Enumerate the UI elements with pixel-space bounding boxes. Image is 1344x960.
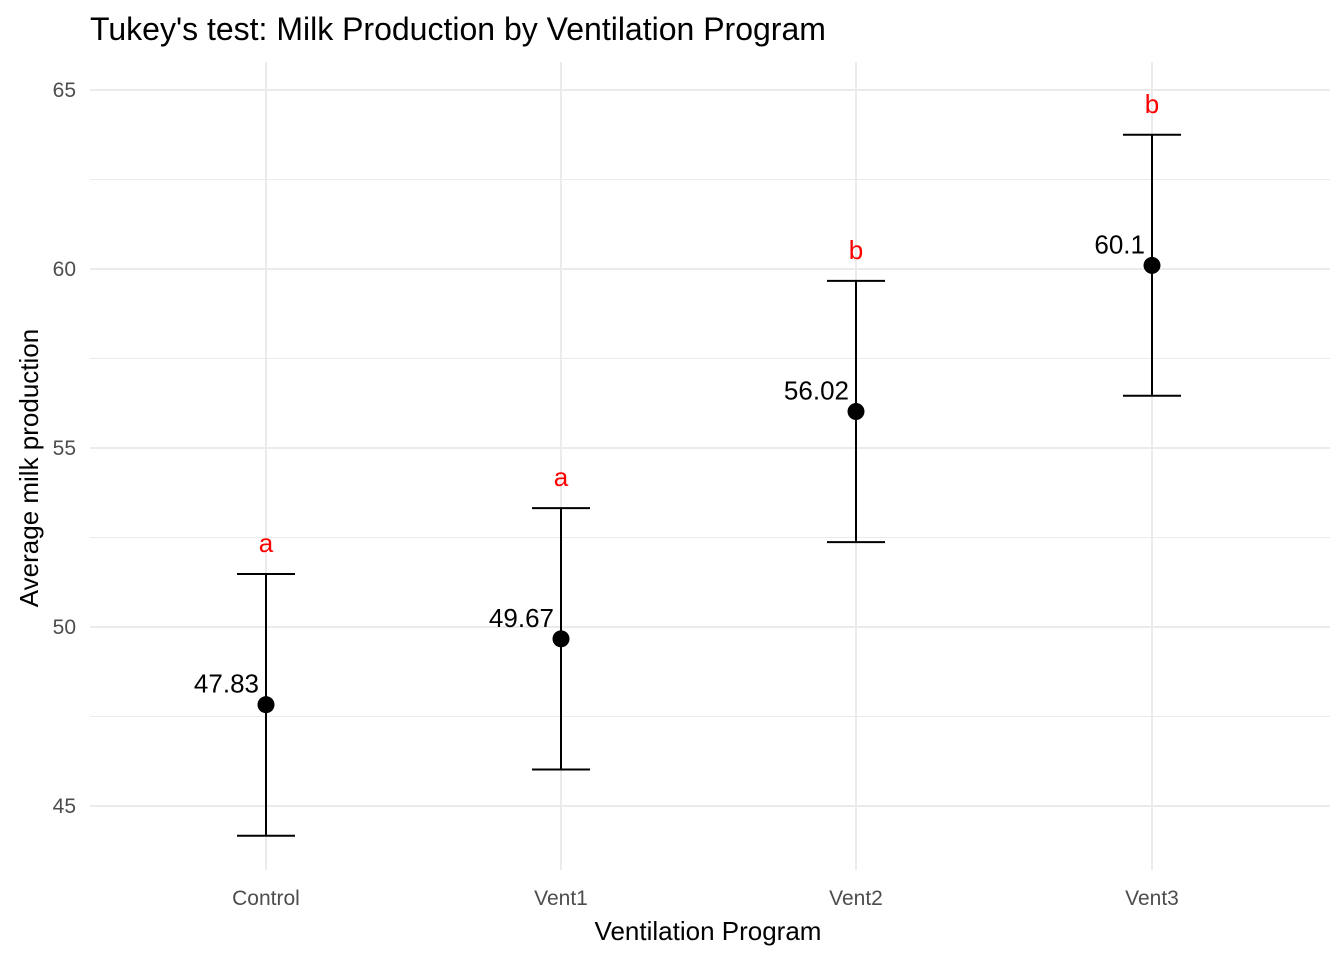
mean-point bbox=[1143, 256, 1161, 274]
y-axis-title: Average milk production bbox=[14, 329, 44, 607]
y-tick-label: 60 bbox=[53, 258, 76, 281]
chart-title: Tukey's test: Milk Production by Ventila… bbox=[90, 11, 826, 47]
mean-value-label: 49.67 bbox=[489, 603, 554, 633]
x-tick-label: Vent2 bbox=[829, 887, 883, 910]
x-tick-label: Vent1 bbox=[534, 887, 588, 910]
mean-point bbox=[552, 630, 570, 648]
y-tick-label: 65 bbox=[53, 79, 76, 102]
mean-value-label: 47.83 bbox=[194, 669, 259, 699]
y-tick-label: 50 bbox=[53, 616, 76, 639]
mean-value-label: 60.1 bbox=[1094, 229, 1145, 259]
y-tick-label: 45 bbox=[53, 795, 76, 818]
chart-marks: 47.83 a 49.67 a 56.02 b 60.1 b bbox=[194, 89, 1181, 837]
x-axis-title: Ventilation Program bbox=[595, 916, 822, 946]
tick-labels: 45 50 55 60 65 Control Vent1 Vent2 Vent3 bbox=[53, 79, 1179, 910]
tukey-group-letter: a bbox=[554, 462, 569, 492]
x-tick-label: Vent3 bbox=[1125, 887, 1179, 910]
grid-lines bbox=[90, 62, 1330, 870]
tukey-group-letter: a bbox=[259, 528, 274, 558]
mean-point bbox=[847, 402, 865, 420]
tukey-group-letter: b bbox=[849, 235, 863, 265]
mean-point bbox=[257, 696, 275, 714]
y-tick-label: 55 bbox=[53, 437, 76, 460]
tukey-group-letter: b bbox=[1145, 89, 1159, 119]
x-tick-label: Control bbox=[232, 887, 300, 910]
mean-value-label: 56.02 bbox=[784, 375, 849, 405]
